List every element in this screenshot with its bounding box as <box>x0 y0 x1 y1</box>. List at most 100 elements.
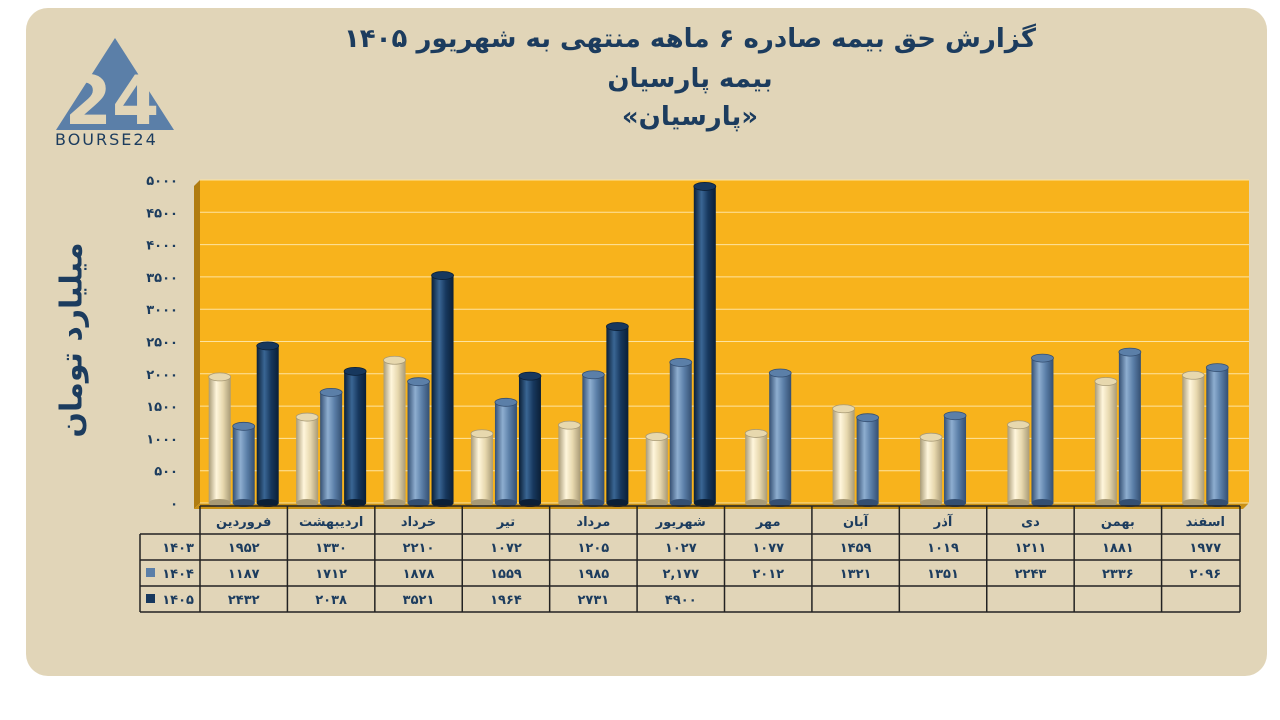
x-tick-label: بهمن <box>1101 515 1135 530</box>
bar-top <box>744 429 768 438</box>
bar-base <box>1206 499 1229 507</box>
logo-text: BOURSE24 <box>55 130 158 149</box>
y-tick-label: ۳۰۰۰ <box>146 303 178 318</box>
bar-top <box>343 366 367 376</box>
bar-top <box>919 432 943 442</box>
legend-label: ۱۴۰۴ <box>162 567 194 582</box>
bar-2-0 <box>256 341 280 507</box>
bar-top <box>856 413 880 423</box>
data-label: ۱۹۸۵ <box>578 567 610 582</box>
bar-1-2 <box>407 377 430 507</box>
bar-1-5 <box>669 357 693 507</box>
x-tick-label: فروردین <box>216 515 271 530</box>
bar-body <box>256 345 279 503</box>
plot-side-wall <box>194 180 200 509</box>
bar-top <box>1094 377 1118 386</box>
data-label: ۱۹۵۲ <box>228 541 260 556</box>
bar-body <box>208 376 231 503</box>
y-tick-label: ۴۵۰۰ <box>146 206 178 221</box>
data-label: ۱۲۰۵ <box>578 541 610 556</box>
data-label: ۱۳۳۰ <box>315 541 347 556</box>
bar-top <box>832 404 856 414</box>
bar-base <box>296 499 319 507</box>
bar-2-4 <box>605 322 629 507</box>
bar-base <box>518 499 541 507</box>
bar-top <box>605 322 629 331</box>
y-tick-label: ۲۰۰۰ <box>146 368 178 383</box>
data-label: ۱۷۱۲ <box>315 567 347 582</box>
bar-base <box>232 499 255 507</box>
bar-base <box>256 499 279 507</box>
bar-body <box>745 433 768 503</box>
bar-top <box>1118 347 1142 357</box>
bar-base <box>645 499 668 507</box>
data-label: ۲۲۴۳ <box>1015 567 1047 582</box>
bar-top <box>407 377 430 387</box>
bar-1-1 <box>319 388 343 507</box>
bar-base <box>944 499 967 507</box>
data-label: ۱۰۱۹ <box>927 541 959 556</box>
bar-0-10 <box>1094 377 1118 507</box>
bar-base <box>1118 499 1141 507</box>
bar-top <box>693 182 717 191</box>
legend-label: ۱۴۰۳ <box>162 541 194 556</box>
bar-body <box>344 371 367 503</box>
bar-base <box>558 499 581 507</box>
bar-body <box>693 186 716 503</box>
bar-base <box>1182 499 1205 507</box>
bar-1-7 <box>856 413 880 507</box>
bar-body <box>832 408 855 503</box>
bar-body <box>1182 375 1205 503</box>
bar-2-2 <box>431 271 454 507</box>
data-label: ۲۷۳۱ <box>578 593 610 608</box>
bar-top <box>581 370 605 380</box>
bar-base <box>856 499 879 507</box>
y-tick-label: ۱۵۰۰ <box>146 400 178 415</box>
data-label: ۲۳۳۶ <box>1102 567 1134 582</box>
data-label: ۱۹۶۴ <box>490 593 522 608</box>
y-tick-label: ۳۵۰۰ <box>146 271 178 286</box>
bar-top <box>494 397 518 407</box>
bar-body <box>1118 352 1141 503</box>
bar-0-3 <box>470 429 494 507</box>
bar-body <box>856 417 879 503</box>
bar-top <box>557 420 581 430</box>
bar-1-3 <box>494 397 518 507</box>
y-tick-label: ۰ <box>170 497 178 512</box>
bar-body <box>1206 367 1229 503</box>
bar-body <box>920 437 943 503</box>
bar-top <box>295 412 319 422</box>
logo-mark: 24 <box>65 62 160 141</box>
bar-body <box>1031 358 1054 503</box>
bar-base <box>1031 499 1054 507</box>
bar-body <box>606 326 629 503</box>
x-tick-label: اردیبهشت <box>299 515 363 530</box>
bar-base <box>769 499 792 507</box>
bar-body <box>494 402 517 503</box>
bar-1-11 <box>1205 363 1229 507</box>
bar-base <box>407 499 430 507</box>
bar-body <box>470 433 493 503</box>
data-label: ۲۲۱۰ <box>403 541 435 556</box>
bar-1-10 <box>1118 347 1142 507</box>
bar-body <box>407 381 430 503</box>
bar-body <box>645 436 668 503</box>
bar-top <box>256 341 280 351</box>
bar-top <box>470 429 494 439</box>
data-label: ۲۰۱۲ <box>752 567 784 582</box>
chart-title: گزارش حق بیمه صادره ۶ ماهه منتهی به شهری… <box>343 24 1037 54</box>
bar-body <box>1094 381 1117 503</box>
bar-body <box>431 275 454 503</box>
data-label: ۲۴۳۲ <box>228 593 260 608</box>
bar-1-6 <box>768 368 792 507</box>
bar-top <box>1181 370 1205 380</box>
legend-swatch-۱۴۰۵ <box>146 594 155 603</box>
bar-0-4 <box>557 420 581 507</box>
data-label: ۱۱۸۷ <box>228 567 260 582</box>
x-tick-label: تیر <box>496 515 515 530</box>
y-tick-label: ۵۰۰ <box>154 465 178 480</box>
bar-top <box>232 421 256 431</box>
legend-label: ۱۴۰۵ <box>162 593 194 608</box>
y-tick-label: ۱۰۰۰ <box>146 432 178 447</box>
bar-base <box>320 499 343 507</box>
